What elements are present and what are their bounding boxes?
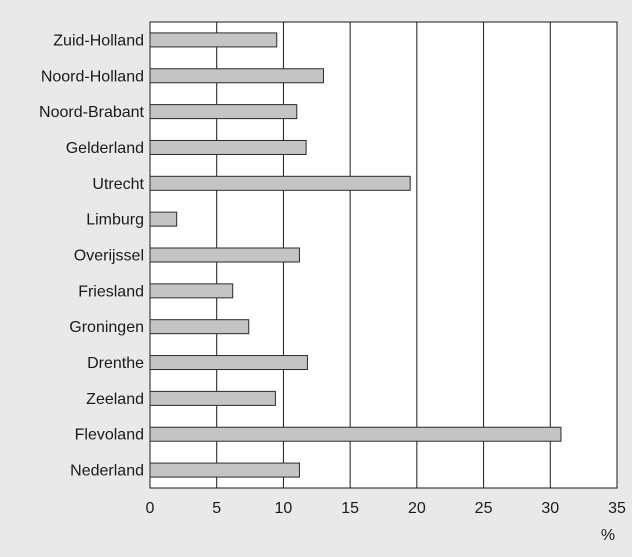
category-label: Nederland [70,463,144,480]
bar [149,426,562,442]
x-tick-label: 35 [608,500,626,517]
category-label: Groningen [69,319,144,336]
bar [149,247,300,263]
category-label: Noord-Holland [41,68,144,85]
bar [149,175,411,191]
bar [149,283,234,299]
bar [149,211,178,227]
category-label: Zeeland [86,391,144,408]
bar [149,139,307,155]
x-axis-unit-label: % [601,527,615,544]
bar [149,355,308,371]
category-labels: Zuid-Holland Noord-Holland Noord-Brabant Ge… [39,32,145,479]
bars [149,32,562,478]
bar [149,462,300,478]
bar [149,32,278,48]
x-tick-label: 5 [212,500,221,517]
category-label: Overijssel [74,248,144,265]
category-label: Limburg [86,212,144,229]
category-label: Utrecht [92,176,144,193]
category-label: Zuid-Holland [53,32,144,49]
bar [149,68,324,84]
bar [149,319,250,335]
category-label: Flevoland [75,427,144,444]
x-tick-label: 0 [146,500,155,517]
x-tick-label: 20 [408,500,426,517]
bar [149,390,276,406]
x-tick-label: 10 [275,500,293,517]
category-label: Drenthe [87,355,144,372]
x-axis-tick-labels: 0 5 10 15 20 25 30 35 [146,500,626,517]
x-tick-label: 25 [475,500,493,517]
bar [149,104,298,120]
category-label: Noord-Brabant [39,104,145,121]
category-label: Gelderland [66,140,144,157]
category-label: Friesland [78,283,144,300]
x-tick-label: 15 [341,500,359,517]
x-tick-label: 30 [541,500,559,517]
